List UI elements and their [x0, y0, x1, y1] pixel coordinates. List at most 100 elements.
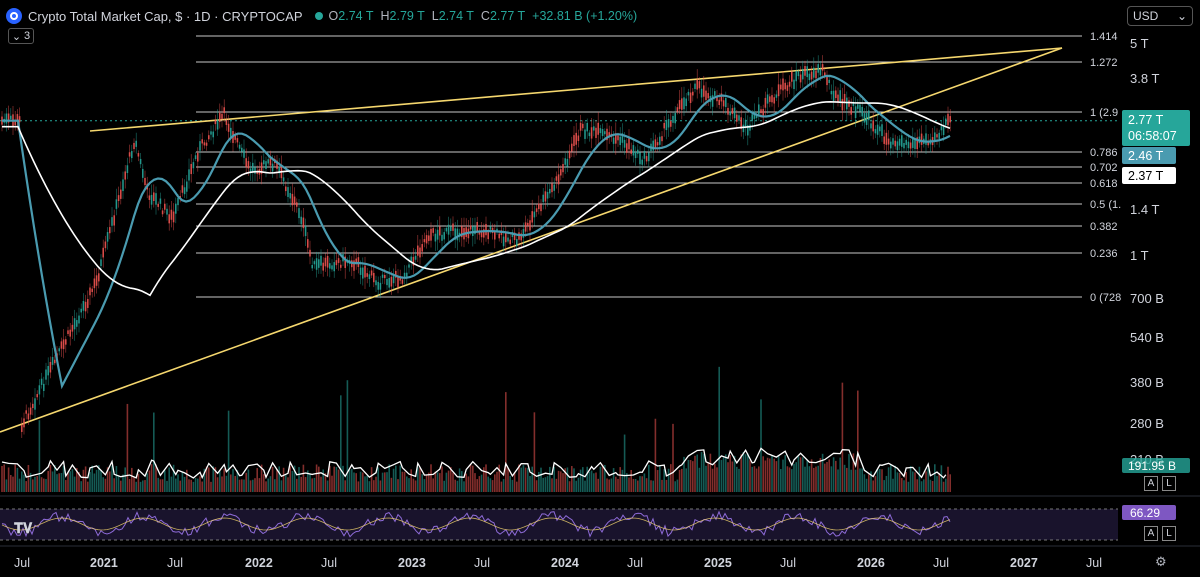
- volume-bar: [850, 469, 852, 492]
- volume-bar: [335, 467, 338, 492]
- candle-body: [366, 273, 368, 277]
- candle-body: [221, 113, 223, 120]
- ema-badge-text: 2.46 T: [1128, 149, 1164, 163]
- time-axis-label: 2025: [704, 556, 732, 570]
- candle-body: [326, 255, 329, 268]
- volume-bar: [628, 477, 630, 492]
- candle-body: [65, 339, 67, 345]
- volume-bar: [98, 465, 100, 492]
- candle-body: [872, 120, 874, 132]
- volume-bar: [124, 467, 126, 492]
- candle-body: [82, 301, 85, 311]
- candle-body: [430, 228, 432, 241]
- candle-body: [249, 168, 252, 174]
- volume-auto-scale-button[interactable]: A: [1144, 476, 1158, 491]
- volume-bar: [667, 468, 670, 492]
- indicators-collapse-button[interactable]: ⌄ 3: [8, 28, 34, 44]
- volume-bar: [621, 469, 624, 492]
- candle-body: [593, 126, 595, 131]
- candle-body: [819, 69, 822, 76]
- volume-bar: [676, 479, 679, 492]
- volume-bar: [764, 460, 767, 492]
- candle-body: [69, 329, 71, 337]
- candle-body: [588, 132, 591, 137]
- candle-body: [102, 247, 104, 258]
- candle-body: [192, 162, 195, 169]
- volume-bar: [533, 412, 536, 492]
- volume-bar: [333, 466, 335, 492]
- candle-body: [656, 142, 659, 146]
- fib-level-label: 0.702: [1090, 162, 1118, 174]
- candle-body: [386, 278, 388, 286]
- rsi-auto-scale-button[interactable]: A: [1144, 526, 1158, 541]
- candle-body: [780, 84, 782, 90]
- candle-body: [62, 339, 65, 350]
- volume-bar: [703, 453, 705, 492]
- candle-body: [938, 132, 940, 139]
- candle-body: [452, 223, 454, 231]
- volume-bar: [542, 477, 544, 492]
- volume-bar: [480, 474, 483, 492]
- volume-bar: [234, 475, 236, 492]
- candle-body: [604, 131, 606, 135]
- candle-body: [443, 232, 445, 240]
- volume-bar: [403, 471, 406, 492]
- volume-bar: [874, 476, 877, 492]
- volume-bar: [659, 465, 661, 492]
- ema-fast-line: [2, 74, 951, 390]
- currency-select[interactable]: USD ⌄: [1127, 6, 1193, 26]
- volume-bar: [344, 480, 346, 492]
- candle-body: [571, 143, 573, 152]
- candle-body: [137, 153, 140, 157]
- candle-body: [304, 226, 307, 237]
- volume-bar: [417, 467, 419, 492]
- candle-body: [643, 150, 646, 159]
- volume-log-scale-button[interactable]: L: [1162, 476, 1176, 491]
- volume-bar: [511, 479, 514, 492]
- volume-bar: [694, 455, 696, 492]
- volume-bar: [100, 470, 102, 492]
- volume-bar: [408, 478, 410, 492]
- candle-body: [674, 112, 676, 124]
- volume-bar: [144, 480, 146, 492]
- candle-body: [18, 116, 21, 123]
- candle-body: [925, 133, 927, 145]
- volume-bar: [830, 466, 833, 492]
- candle-body: [711, 95, 714, 107]
- candle-body: [637, 149, 639, 154]
- candle-body: [901, 135, 903, 147]
- volume-bar: [62, 465, 65, 492]
- volume-bar: [852, 453, 855, 492]
- candle-body: [128, 152, 131, 157]
- volume-bar: [12, 476, 14, 492]
- candle-body: [329, 263, 331, 269]
- candle-body: [432, 228, 434, 233]
- volume-bar: [560, 471, 562, 492]
- volume-bar: [872, 480, 874, 492]
- candle-body: [936, 134, 938, 138]
- volume-bar: [557, 470, 560, 492]
- rsi-log-scale-button[interactable]: L: [1162, 526, 1176, 541]
- fib-level-label: 1.414: [1090, 31, 1118, 43]
- volume-bar: [718, 366, 720, 492]
- symbol-title[interactable]: Crypto Total Market Cap, $ · 1D · CRYPTO…: [28, 8, 303, 24]
- candle-body: [584, 129, 586, 139]
- candle-body: [551, 183, 553, 193]
- candle-body: [553, 184, 555, 191]
- volume-bar: [577, 477, 580, 492]
- volume-bar: [568, 481, 571, 492]
- fib-level-label: 0.382: [1090, 221, 1118, 233]
- volume-bar: [551, 478, 553, 492]
- candle-body: [912, 137, 914, 148]
- candle-body: [835, 90, 837, 99]
- gear-icon[interactable]: ⚙: [1155, 554, 1167, 569]
- candle-body: [98, 273, 100, 282]
- tradingview-logo-icon: 𝐓𝐕: [14, 520, 33, 536]
- volume-bar: [753, 466, 756, 492]
- volume-bar: [549, 466, 551, 492]
- candle-body: [903, 142, 905, 149]
- candle-body: [797, 71, 800, 77]
- volume-bar: [806, 460, 808, 492]
- volume-bar: [82, 469, 85, 492]
